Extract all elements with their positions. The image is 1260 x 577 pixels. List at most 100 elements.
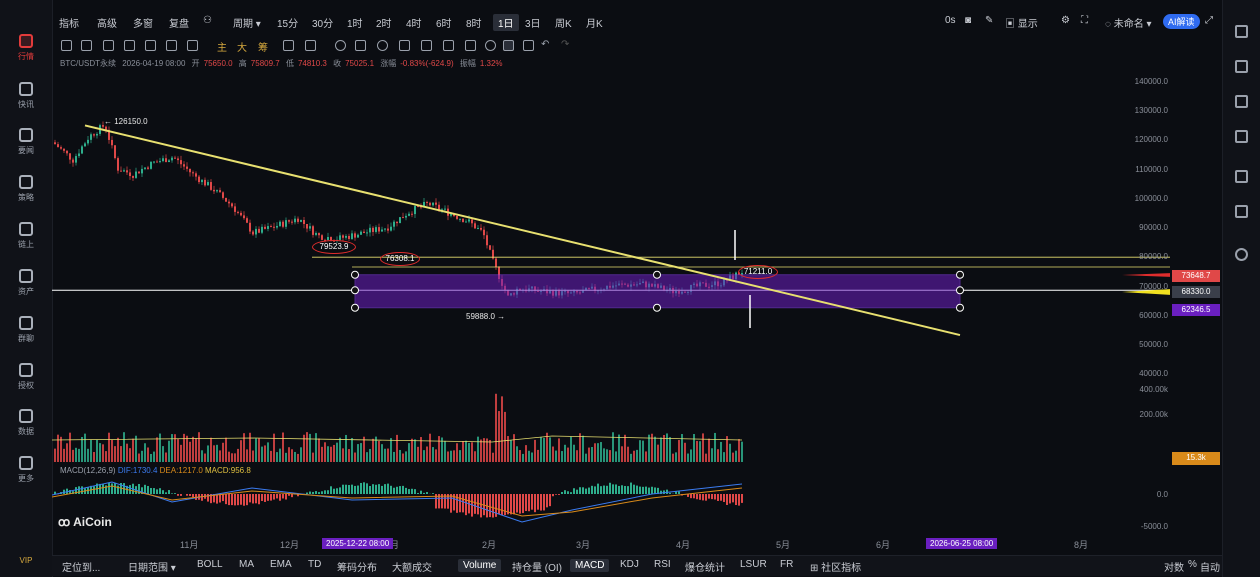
- interval-2h[interactable]: 2时: [376, 19, 392, 30]
- macd-bar: [318, 492, 320, 494]
- line-tool-icon[interactable]: [61, 40, 72, 51]
- channel-tool-icon[interactable]: [103, 40, 114, 51]
- interval-4h[interactable]: 4时: [406, 19, 422, 30]
- order-icon[interactable]: [1235, 25, 1248, 38]
- filter-icon[interactable]: [503, 40, 514, 51]
- indicators-button[interactable]: 指标: [59, 19, 79, 30]
- magnet-icon[interactable]: [399, 40, 410, 51]
- advanced-button[interactable]: 高级: [97, 19, 117, 30]
- indicator-liquidation[interactable]: 爆仓统计: [685, 563, 725, 574]
- indicator-ma[interactable]: MA: [239, 559, 254, 570]
- gamepad-icon[interactable]: ⚇: [203, 15, 212, 26]
- sidebar-item-more[interactable]: 更多: [0, 456, 52, 484]
- interval-3d[interactable]: 3日: [525, 19, 541, 30]
- interval-month[interactable]: 月K: [586, 19, 603, 30]
- delete-icon[interactable]: [523, 40, 534, 51]
- zoom-icon[interactable]: [377, 40, 388, 51]
- fib-tool-icon[interactable]: [145, 40, 156, 51]
- interval-1d[interactable]: 1日: [493, 14, 519, 31]
- note-icon[interactable]: [1235, 130, 1248, 143]
- measure-tool-icon[interactable]: [283, 40, 294, 51]
- volume-bar: [387, 448, 389, 462]
- sidebar-item-chat[interactable]: 群聊: [0, 316, 52, 344]
- macd-label[interactable]: MACD(12,26,9): [60, 466, 116, 475]
- interval-1h[interactable]: 1时: [347, 19, 363, 30]
- sidebar-item-vip[interactable]: VIP: [19, 556, 33, 565]
- undo-icon[interactable]: ↶: [541, 39, 550, 50]
- sidebar-item-data[interactable]: 数据: [0, 409, 52, 437]
- settings-icon[interactable]: ⚙: [1061, 15, 1070, 26]
- macd-bar: [249, 494, 251, 503]
- sidebar-item-flash[interactable]: 快讯: [0, 82, 52, 110]
- redo-icon[interactable]: ↷: [561, 39, 570, 50]
- fullscreen-icon[interactable]: ⛶: [1081, 15, 1088, 26]
- indicator-macd[interactable]: MACD: [570, 559, 610, 572]
- hline-tool-icon[interactable]: [81, 40, 92, 51]
- indicator-chip-distribution[interactable]: 筹码分布: [337, 563, 377, 574]
- sidebar-item-assets[interactable]: 资产: [0, 269, 52, 297]
- sidebar-item-strategy[interactable]: 策略: [0, 175, 52, 203]
- macd-bar: [216, 494, 218, 504]
- shape-tool-icon[interactable]: [166, 40, 177, 51]
- candle-body: [147, 167, 149, 169]
- robot-icon[interactable]: [1235, 205, 1248, 218]
- date-range-dropdown[interactable]: 日期范围 ▾: [128, 563, 176, 574]
- big-order-button[interactable]: 大: [237, 43, 247, 54]
- indicator-lsur[interactable]: LSUR: [740, 559, 767, 570]
- copy-icon[interactable]: [335, 40, 346, 51]
- pen-icon[interactable]: [355, 40, 366, 51]
- layers-icon[interactable]: [1235, 170, 1248, 183]
- layout-dropdown[interactable]: ◌ 未命名 ▾: [1105, 19, 1152, 30]
- price-chart[interactable]: 140000.0 130000.0 120000.0 110000.0 1000…: [52, 70, 1170, 550]
- indicator-td[interactable]: TD: [308, 559, 322, 570]
- edit-icon[interactable]: ✎: [985, 15, 994, 26]
- sidebar-item-auth[interactable]: 授权: [0, 363, 52, 391]
- indicator-rsi[interactable]: RSI: [654, 559, 671, 570]
- interval-30m[interactable]: 30分: [312, 19, 334, 30]
- sidebar-item-news[interactable]: 要闻: [0, 128, 52, 156]
- interval-6h[interactable]: 6时: [436, 19, 452, 30]
- interval-15m[interactable]: 15分: [277, 19, 299, 30]
- auto-scale-toggle[interactable]: 自动: [1200, 563, 1220, 574]
- volume-bar: [216, 444, 218, 462]
- sidebar-item-onchain[interactable]: 链上: [0, 222, 52, 250]
- volume-bar: [597, 443, 599, 462]
- hide-icon[interactable]: [443, 40, 454, 51]
- sidebar-item-market[interactable]: 行情: [0, 34, 52, 62]
- volume-bar: [297, 453, 299, 462]
- percent-toggle[interactable]: %: [1188, 559, 1197, 570]
- indicator-volume[interactable]: Volume: [458, 559, 502, 572]
- list-icon[interactable]: [1235, 95, 1248, 108]
- camera-icon[interactable]: ◙: [965, 15, 972, 26]
- interval-week[interactable]: 周K: [555, 19, 572, 30]
- indicator-kdj[interactable]: KDJ: [620, 559, 639, 570]
- replay-button[interactable]: 复盘: [169, 19, 189, 30]
- multi-window-button[interactable]: 多窗: [133, 19, 153, 30]
- bottom-indicator-bar: 定位到... 日期范围 ▾ BOLL MA EMA TD 筹码分布 大额成交 V…: [52, 555, 1222, 576]
- ai-button[interactable]: AI解读: [1163, 14, 1200, 29]
- brush-icon[interactable]: [305, 40, 316, 51]
- indicator-ema[interactable]: EMA: [270, 559, 292, 570]
- chips-button[interactable]: 筹: [258, 43, 268, 54]
- text-tool-icon[interactable]: [187, 40, 198, 51]
- template-icon[interactable]: [485, 40, 496, 51]
- eye-icon[interactable]: [465, 40, 476, 51]
- indicator-fr[interactable]: FR: [780, 559, 794, 570]
- fullscreen-expand-icon[interactable]: ⤢: [1205, 15, 1213, 26]
- locate-button[interactable]: 定位到...: [62, 563, 101, 574]
- log-scale-toggle[interactable]: 对数: [1164, 563, 1184, 574]
- book-icon[interactable]: [1235, 60, 1248, 73]
- main-chart-button[interactable]: 主: [217, 43, 227, 54]
- interval-8h[interactable]: 8时: [466, 19, 482, 30]
- lock-icon[interactable]: [421, 40, 432, 51]
- period-dropdown[interactable]: 周期 ▾: [233, 19, 261, 30]
- indicator-community[interactable]: ⊞ 社区指标: [810, 563, 862, 574]
- indicator-oi[interactable]: 持仓量 (OI): [512, 563, 562, 574]
- ray-tool-icon[interactable]: [124, 40, 135, 51]
- display-button[interactable]: ▣ 显示: [1005, 19, 1038, 30]
- indicator-boll[interactable]: BOLL: [197, 559, 223, 570]
- indicator-large-trades[interactable]: 大额成交: [392, 563, 432, 574]
- swap-icon[interactable]: [1235, 248, 1248, 261]
- chart-canvas[interactable]: [52, 70, 1170, 550]
- seconds-label[interactable]: 0s: [945, 15, 956, 26]
